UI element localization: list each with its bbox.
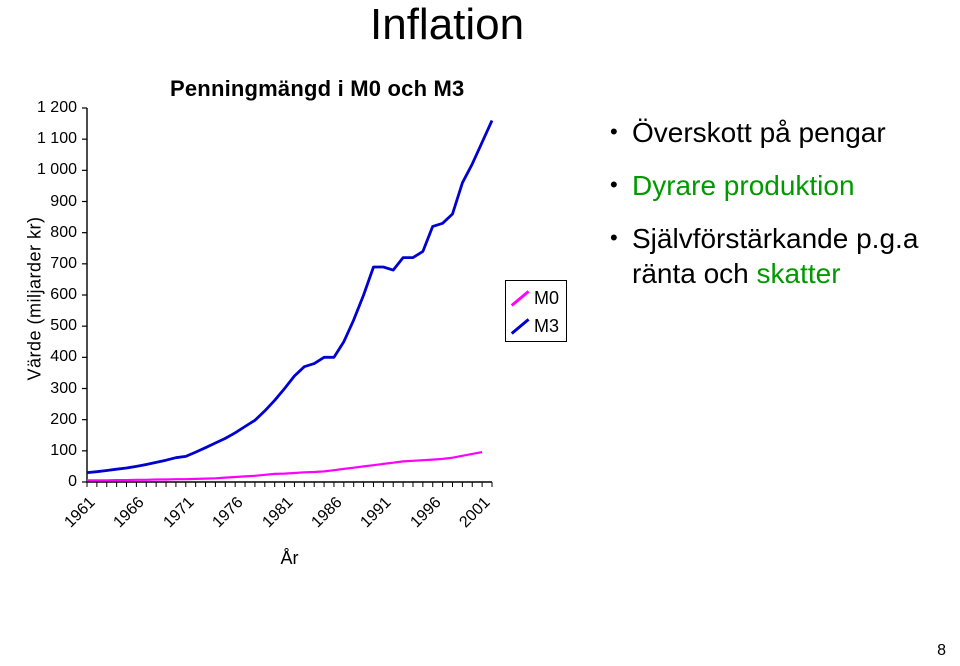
x-tick-label: 1981 bbox=[259, 494, 297, 532]
y-tick-label: 700 bbox=[27, 255, 77, 273]
x-tick-label: 1991 bbox=[358, 494, 396, 532]
x-tick-label: 1996 bbox=[407, 494, 445, 532]
legend-label: M0 bbox=[534, 288, 559, 309]
y-tick-label: 400 bbox=[27, 348, 77, 366]
bullet-item: Dyrare produktion bbox=[610, 168, 950, 203]
y-tick-label: 600 bbox=[27, 286, 77, 304]
legend-label: M3 bbox=[534, 316, 559, 337]
y-tick-label: 100 bbox=[27, 442, 77, 460]
chart-area: Värde (miljarder kr) År 0100200300400500… bbox=[25, 108, 495, 568]
y-tick-label: 300 bbox=[27, 380, 77, 398]
chart-legend: M0M3 bbox=[505, 280, 567, 342]
x-tick-label: 1961 bbox=[61, 494, 99, 532]
y-tick-label: 200 bbox=[27, 411, 77, 429]
bullet-list: Överskott på pengar Dyrare produktion Själ… bbox=[610, 115, 950, 309]
bullet-item: Självförstärkande p.g.a ränta och skatte… bbox=[610, 221, 950, 291]
bullet-text: Dyrare produktion bbox=[632, 170, 855, 201]
legend-item: M0 bbox=[510, 287, 559, 309]
series-M3 bbox=[87, 121, 492, 473]
bullet-text: skatter bbox=[757, 258, 841, 289]
bullet-text: Överskott på pengar bbox=[632, 117, 886, 148]
y-tick-label: 0 bbox=[27, 473, 77, 491]
y-tick-label: 1 000 bbox=[27, 161, 77, 179]
x-tick-label: 1986 bbox=[308, 494, 346, 532]
y-tick-label: 900 bbox=[27, 193, 77, 211]
x-tick-label: 1976 bbox=[210, 494, 248, 532]
page-number: 8 bbox=[937, 642, 946, 660]
x-tick-label: 1971 bbox=[160, 494, 198, 532]
legend-swatch bbox=[510, 288, 530, 308]
y-tick-label: 500 bbox=[27, 317, 77, 335]
x-tick-label: 2001 bbox=[457, 494, 495, 532]
series-M0 bbox=[87, 452, 482, 480]
x-axis-label: År bbox=[87, 548, 492, 569]
y-tick-label: 1 100 bbox=[27, 130, 77, 148]
bullet-item: Överskott på pengar bbox=[610, 115, 950, 150]
page-title: Inflation bbox=[370, 0, 524, 50]
chart-title: Penningmängd i M0 och M3 bbox=[170, 76, 465, 102]
legend-item: M3 bbox=[510, 315, 559, 337]
y-tick-label: 1 200 bbox=[27, 99, 77, 117]
y-tick-label: 800 bbox=[27, 224, 77, 242]
chart-plot bbox=[87, 108, 492, 482]
legend-swatch bbox=[510, 316, 530, 336]
x-tick-label: 1966 bbox=[111, 494, 149, 532]
